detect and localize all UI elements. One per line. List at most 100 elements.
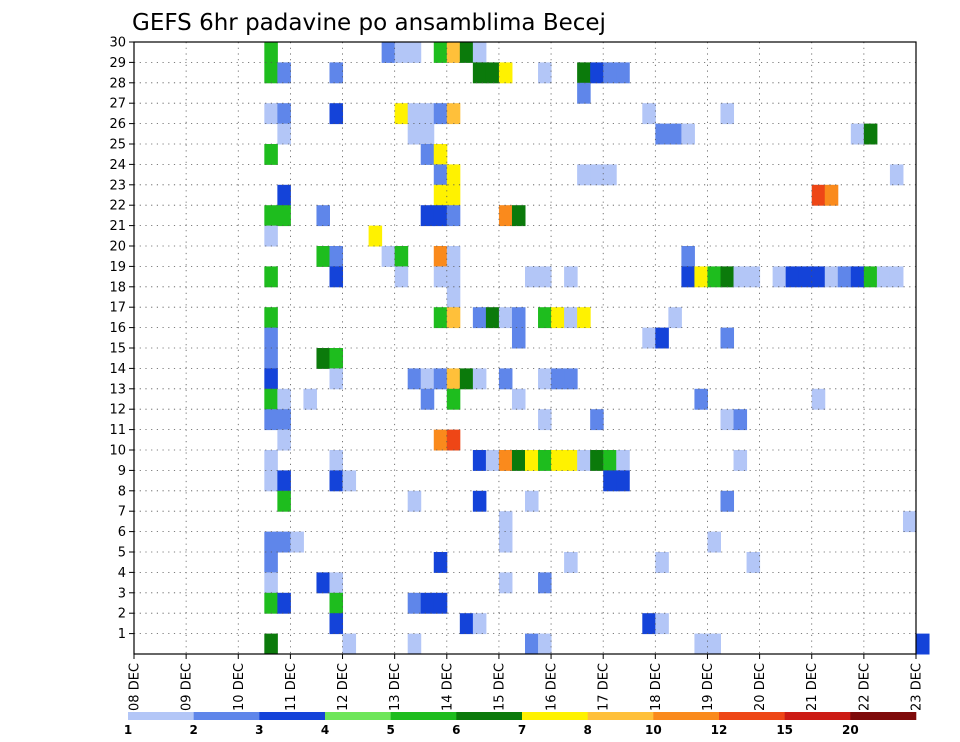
x-tick-label: 10 DEC [232,663,247,711]
heatmap-cell [420,103,435,125]
heatmap-cell [707,531,721,553]
heatmap-cell [446,307,461,329]
heatmap-cell [577,307,591,329]
y-tick-label: 30 [109,36,126,51]
colorbar-label: 12 [711,723,728,737]
heatmap-cell [616,450,630,471]
heatmap-cell [420,123,435,145]
heatmap-cell [264,409,278,431]
colorbar-label: 3 [255,723,263,737]
heatmap-cell [485,62,500,84]
heatmap-cell [472,62,487,84]
heatmap-cell [329,246,344,267]
y-tick-label: 20 [109,240,126,255]
heatmap-cell [329,348,344,369]
x-tick-label: 23 DEC [910,663,925,711]
heatmap-cell [850,266,865,288]
heatmap-cell [264,470,278,492]
heatmap-cell [707,266,721,288]
heatmap-cell [433,42,448,63]
colorbar-swatch [456,712,523,720]
y-tick-label: 26 [109,117,126,132]
heatmap-cell [433,552,448,573]
heatmap-cell [720,409,735,431]
heatmap-cell [485,307,500,329]
heatmap-cell [264,450,278,471]
heatmap-cell [277,123,291,145]
heatmap-cell [811,388,826,410]
heatmap-cell [329,266,344,288]
y-tick-label: 5 [118,546,126,561]
heatmap-cell [472,613,487,635]
heatmap-cell [446,429,461,451]
heatmap-cell [394,42,409,63]
y-tick-label: 18 [109,280,126,295]
heatmap-cell [538,368,552,390]
heatmap-cell [316,246,330,267]
heatmap-cell [564,552,578,573]
heatmap-cell [277,388,291,410]
heatmap-cell [264,592,278,614]
heatmap-cell [472,368,487,390]
heatmap-cell [459,42,474,63]
heatmap-cell [681,123,695,145]
heatmap-cell [498,511,513,533]
heatmap-cell [511,327,526,349]
heatmap-cell [420,368,435,390]
y-tick-label: 13 [109,382,126,397]
heatmap-cell [590,164,604,186]
heatmap-cell [916,633,930,655]
heatmap-cell [290,531,304,553]
heatmap-cell [264,572,278,594]
heatmap-cell [277,103,291,125]
heatmap-cell [824,266,839,288]
heatmap-cell [277,409,291,431]
heatmap-cells [264,42,930,655]
heatmap-cell [264,327,278,349]
x-tick-label: 11 DEC [284,663,299,711]
y-tick-label: 17 [109,301,126,316]
heatmap-cell [316,348,330,369]
heatmap-cell [446,266,461,288]
heatmap-cell [446,368,461,390]
heatmap-cell [733,450,748,471]
heatmap-cell [277,62,291,84]
heatmap-cell [902,511,917,533]
heatmap-cell [590,450,604,471]
x-tick-label: 12 DEC [336,663,351,711]
heatmap-cell [498,450,513,471]
colorbar-swatch [259,712,326,720]
heatmap-cell [446,164,461,186]
heatmap-cell [264,62,278,84]
heatmap-cell [472,450,487,471]
heatmap-cell [342,633,357,655]
heatmap-cell [264,531,278,553]
heatmap-cell [863,123,878,145]
y-tick-label: 6 [118,525,126,540]
heatmap-cell [498,531,513,553]
heatmap-cell [577,450,591,471]
heatmap-cell [485,450,500,471]
heatmap-cell [264,42,278,63]
y-tick-label: 29 [109,56,126,71]
chart-title: GEFS 6hr padavine po ansamblima Becej [132,10,606,36]
heatmap-cell [577,164,591,186]
x-tick-label: 16 DEC [545,663,560,711]
x-tick-label: 22 DEC [857,663,872,711]
y-axis: 1234567891011121314151617181920212223242… [109,36,134,642]
x-tick-label: 18 DEC [649,663,664,711]
heatmap-cell [551,368,565,390]
y-tick-label: 16 [109,321,126,336]
heatmap-cell [446,246,461,267]
heatmap-cell [407,123,422,145]
heatmap-cell [681,266,695,288]
y-tick-label: 4 [118,566,126,581]
heatmap-cell [538,409,552,431]
heatmap-cell [368,225,383,247]
heatmap-cell [538,62,552,84]
heatmap-cell [863,266,878,288]
heatmap-cell [264,205,278,227]
y-tick-label: 2 [118,607,126,622]
heatmap-cell [889,266,904,288]
y-tick-label: 3 [118,586,126,601]
